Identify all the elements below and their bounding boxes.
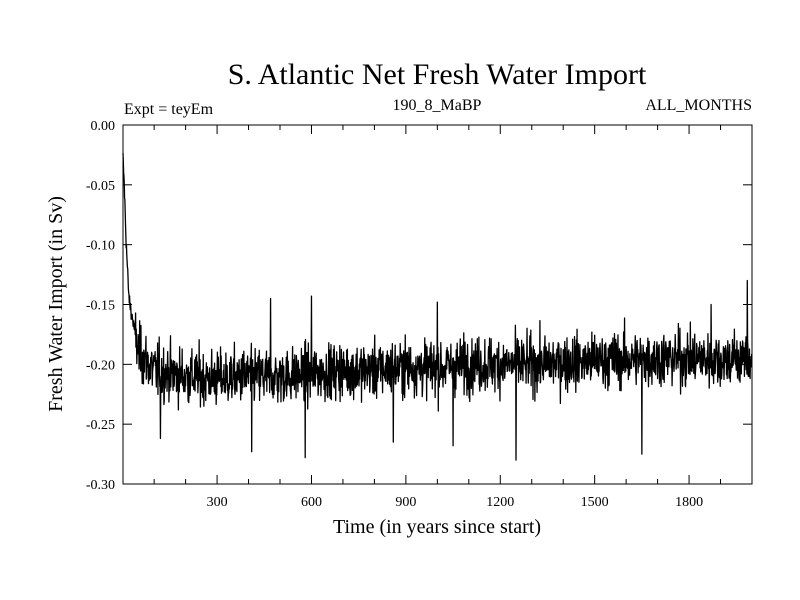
x-tick-label: 1500	[581, 495, 609, 510]
x-tick-label: 1800	[675, 495, 703, 510]
x-axis-label: Time (in years since start)	[333, 516, 541, 538]
y-tick-label: -0.15	[86, 299, 115, 314]
y-tick-label: -0.30	[86, 478, 115, 493]
y-axis-label: Fresh Water Import (in Sv)	[45, 196, 67, 412]
axis-ticks: 300 600 900 1200 1500 1800 0.00 -0.05 -0.10 -0.15…	[86, 119, 753, 510]
experiment-label: Expt = teyEm	[124, 101, 214, 118]
x-tick-label: 900	[395, 495, 416, 510]
series-line	[122, 153, 753, 461]
x-tick-label: 300	[207, 495, 228, 510]
chart-title: S. Atlantic Net Fresh Water Import	[228, 58, 647, 91]
x-tick-label: 1200	[486, 495, 514, 510]
y-tick-label: -0.10	[86, 239, 115, 254]
y-tick-label: -0.05	[86, 179, 115, 194]
period-label: 190_8_MaBP	[393, 97, 482, 114]
y-tick-label: 0.00	[91, 119, 116, 134]
y-tick-label: -0.25	[86, 418, 115, 433]
plot-area: 300 600 900 1200 1500 1800 0.00 -0.05 -0.10 -0.15…	[86, 119, 753, 510]
y-tick-label: -0.20	[86, 358, 115, 373]
x-tick-label: 600	[301, 495, 322, 510]
months-label: ALL_MONTHS	[645, 97, 752, 114]
